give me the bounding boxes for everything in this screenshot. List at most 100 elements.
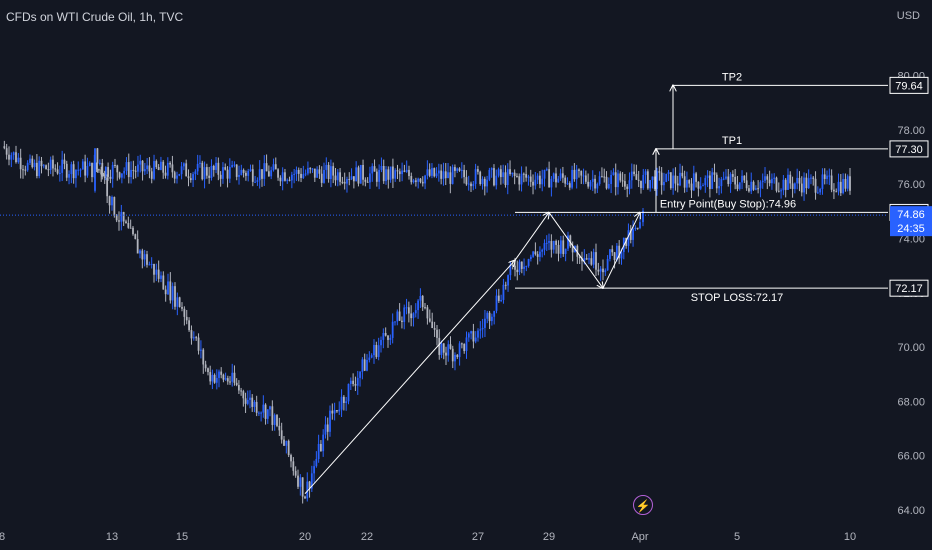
candle-body — [192, 174, 194, 181]
candle-body — [187, 176, 190, 179]
candle-body — [333, 410, 336, 414]
candle-body — [343, 181, 346, 184]
candle-body — [111, 165, 114, 179]
candle-body — [761, 180, 764, 183]
candle-body — [120, 173, 123, 178]
candle-body — [219, 174, 222, 179]
candle-body — [681, 172, 684, 177]
candle-body — [431, 321, 434, 329]
candle-body — [340, 396, 343, 410]
candle-body — [185, 163, 188, 177]
candle-body — [665, 173, 668, 182]
candle-body — [541, 249, 544, 252]
lightning-bolt-icon[interactable]: ⚡ — [633, 495, 653, 515]
candle-body — [725, 176, 727, 179]
candle-body — [421, 181, 424, 184]
pattern-arrow[interactable] — [548, 212, 603, 288]
pattern-arrow[interactable] — [514, 212, 549, 261]
pattern-arrow[interactable] — [602, 212, 640, 289]
candle-body — [5, 148, 8, 155]
candle-body — [514, 265, 516, 270]
candle-body — [52, 159, 54, 169]
candle-body — [181, 307, 183, 309]
x-tick-label: Apr — [631, 531, 648, 543]
candle-body — [233, 372, 236, 383]
candle-body — [518, 261, 521, 273]
x-tick-label: 15 — [176, 531, 188, 543]
candle-body — [272, 164, 275, 171]
candle-body — [315, 459, 318, 467]
candle-body — [578, 256, 581, 259]
candle-body — [143, 254, 146, 260]
candle-body — [520, 261, 523, 269]
candle-body — [555, 173, 557, 183]
candle-body — [532, 181, 534, 186]
candle-body — [509, 169, 511, 175]
candle-body — [511, 264, 514, 266]
candle-body — [573, 169, 576, 180]
candle-body — [215, 162, 217, 170]
candle-body — [403, 170, 406, 172]
candle-body — [132, 169, 135, 171]
candle-body — [529, 176, 532, 182]
candle-body — [197, 337, 200, 351]
candle-body — [150, 263, 153, 265]
candle-body — [103, 176, 106, 178]
candle-body — [509, 264, 512, 276]
candle-body — [493, 310, 496, 317]
candle-body — [433, 168, 436, 177]
candle-body — [271, 406, 274, 425]
candle-body — [826, 175, 828, 179]
candle-body — [486, 179, 488, 187]
candle-body — [506, 169, 509, 185]
candle-body — [22, 169, 24, 171]
candle-body — [317, 443, 320, 460]
candle-body — [525, 265, 528, 267]
candle-body — [559, 173, 562, 179]
candle-body — [231, 372, 234, 382]
candle-body — [497, 295, 500, 301]
candle-body — [98, 162, 101, 164]
candle-body — [155, 269, 158, 275]
candle-body — [171, 286, 174, 301]
candle-body — [345, 401, 348, 404]
candle-body — [481, 327, 484, 330]
candle-body — [408, 169, 410, 177]
candle-body — [341, 181, 344, 183]
candle-body — [106, 177, 109, 197]
candle-body — [835, 191, 838, 193]
currency-label: USD — [896, 10, 920, 22]
candle-body — [617, 173, 619, 188]
candle-body — [229, 381, 231, 383]
candle-body — [504, 172, 507, 185]
candle-body — [543, 169, 546, 179]
candle-body — [123, 170, 126, 174]
candle-body — [75, 169, 77, 179]
candle-body — [295, 169, 298, 174]
candle-body — [148, 165, 151, 172]
candle-body — [10, 155, 13, 160]
candle-body — [270, 170, 273, 177]
candle-body — [532, 251, 535, 257]
candle-body — [649, 180, 652, 189]
candle-body — [290, 455, 292, 462]
candle-body — [479, 171, 482, 185]
candle-body — [437, 170, 440, 174]
candle-body — [108, 196, 111, 206]
candle-body — [207, 368, 209, 373]
x-tick-label: 22 — [361, 531, 373, 543]
candle-body — [391, 321, 394, 338]
candle-body — [674, 175, 677, 184]
candle-body — [842, 178, 845, 194]
candle-body — [72, 164, 75, 179]
candle-body — [33, 162, 36, 168]
pattern-arrow[interactable] — [304, 260, 515, 495]
candle-body — [720, 179, 723, 187]
candle-body — [114, 165, 116, 167]
candle-body — [211, 374, 214, 382]
candle-body — [329, 410, 331, 432]
candle-body — [359, 165, 362, 184]
time-axis[interactable] — [0, 522, 932, 550]
candle-body — [164, 172, 167, 176]
